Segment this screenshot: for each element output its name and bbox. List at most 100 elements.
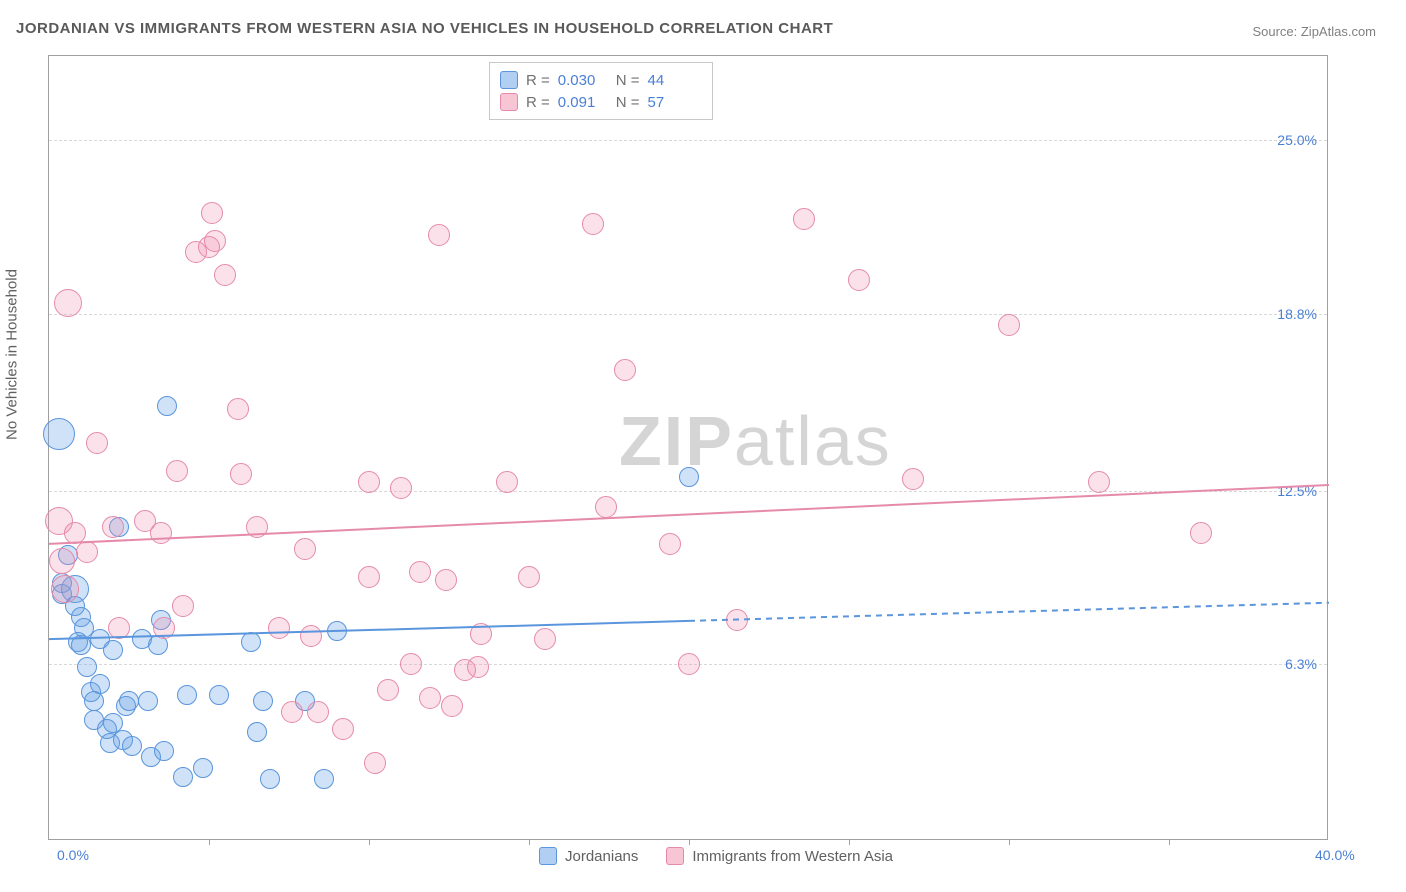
data-point <box>409 561 431 583</box>
data-point <box>119 691 139 711</box>
legend-n-value: 44 <box>648 72 698 89</box>
data-point <box>90 674 110 694</box>
data-point <box>1088 471 1110 493</box>
data-point <box>998 314 1020 336</box>
gridline <box>49 140 1327 141</box>
trend-line <box>49 485 1329 544</box>
legend-r-label: R = <box>526 72 550 89</box>
data-point <box>726 609 748 631</box>
data-point <box>678 653 700 675</box>
data-point <box>307 701 329 723</box>
data-point <box>441 695 463 717</box>
data-point <box>153 617 175 639</box>
data-point <box>166 460 188 482</box>
legend-stats-row: R = 0.030 N = 44 <box>500 69 698 91</box>
x-tick-mark <box>849 839 850 845</box>
data-point <box>496 471 518 493</box>
data-point <box>246 516 268 538</box>
data-point <box>54 289 82 317</box>
data-point <box>51 575 79 603</box>
legend-stats-box: R =0.030N =44R =0.091N =57 <box>489 62 713 120</box>
data-point <box>201 202 223 224</box>
data-point <box>71 635 91 655</box>
x-tick-mark <box>369 839 370 845</box>
data-point <box>253 691 273 711</box>
data-point <box>364 752 386 774</box>
x-tick-mark <box>689 839 690 845</box>
data-point <box>358 566 380 588</box>
y-axis-label: No Vehicles in Household <box>4 269 21 440</box>
data-point <box>77 657 97 677</box>
trend-line-dashed <box>689 603 1329 621</box>
data-point <box>214 264 236 286</box>
x-tick-mark <box>529 839 530 845</box>
data-point <box>534 628 556 650</box>
data-point <box>204 230 226 252</box>
x-tick-mark <box>209 839 210 845</box>
data-point <box>377 679 399 701</box>
legend-item: Immigrants from Western Asia <box>666 847 893 865</box>
data-point <box>848 269 870 291</box>
data-point <box>358 471 380 493</box>
data-point <box>260 769 280 789</box>
legend-r-value: 0.030 <box>558 72 608 89</box>
source-label: Source: ZipAtlas.com <box>1252 24 1376 39</box>
legend-label: Jordanians <box>565 848 638 865</box>
legend-n-label: N = <box>616 72 640 89</box>
y-tick-label: 25.0% <box>1277 132 1317 148</box>
data-point <box>327 621 347 641</box>
data-point <box>122 736 142 756</box>
data-point <box>49 548 75 574</box>
gridline <box>49 314 1327 315</box>
legend-swatch <box>500 93 518 111</box>
x-tick-label: 40.0% <box>1315 847 1355 863</box>
data-point <box>419 687 441 709</box>
legend-n-value: 57 <box>648 94 698 111</box>
data-point <box>64 522 86 544</box>
watermark-light: atlas <box>734 402 892 480</box>
data-point <box>172 595 194 617</box>
data-point <box>1190 522 1212 544</box>
data-point <box>332 718 354 740</box>
data-point <box>43 418 75 450</box>
data-point <box>659 533 681 555</box>
watermark: ZIPatlas <box>619 401 892 481</box>
y-tick-label: 12.5% <box>1277 483 1317 499</box>
data-point <box>177 685 197 705</box>
trend-overlay <box>49 56 1329 841</box>
data-point <box>150 522 172 544</box>
legend-r-value: 0.091 <box>558 94 608 111</box>
data-point <box>102 516 124 538</box>
data-point <box>294 538 316 560</box>
data-point <box>173 767 193 787</box>
data-point <box>157 396 177 416</box>
legend-swatch <box>539 847 557 865</box>
data-point <box>209 685 229 705</box>
legend-r-label: R = <box>526 94 550 111</box>
data-point <box>268 617 290 639</box>
data-point <box>227 398 249 420</box>
legend-swatch <box>500 71 518 89</box>
legend-swatch <box>666 847 684 865</box>
data-point <box>108 617 130 639</box>
data-point <box>314 769 334 789</box>
legend-item: Jordanians <box>539 847 638 865</box>
data-point <box>435 569 457 591</box>
chart-title: JORDANIAN VS IMMIGRANTS FROM WESTERN ASI… <box>16 20 833 37</box>
y-tick-label: 6.3% <box>1285 656 1317 672</box>
data-point <box>281 701 303 723</box>
data-point <box>76 541 98 563</box>
gridline <box>49 491 1327 492</box>
data-point <box>902 468 924 490</box>
x-tick-label: 0.0% <box>57 847 89 863</box>
data-point <box>230 463 252 485</box>
data-point <box>241 632 261 652</box>
data-point <box>679 467 699 487</box>
data-point <box>614 359 636 381</box>
x-tick-mark <box>1009 839 1010 845</box>
data-point <box>247 722 267 742</box>
data-point <box>582 213 604 235</box>
data-point <box>300 625 322 647</box>
data-point <box>103 640 123 660</box>
x-tick-mark <box>1169 839 1170 845</box>
